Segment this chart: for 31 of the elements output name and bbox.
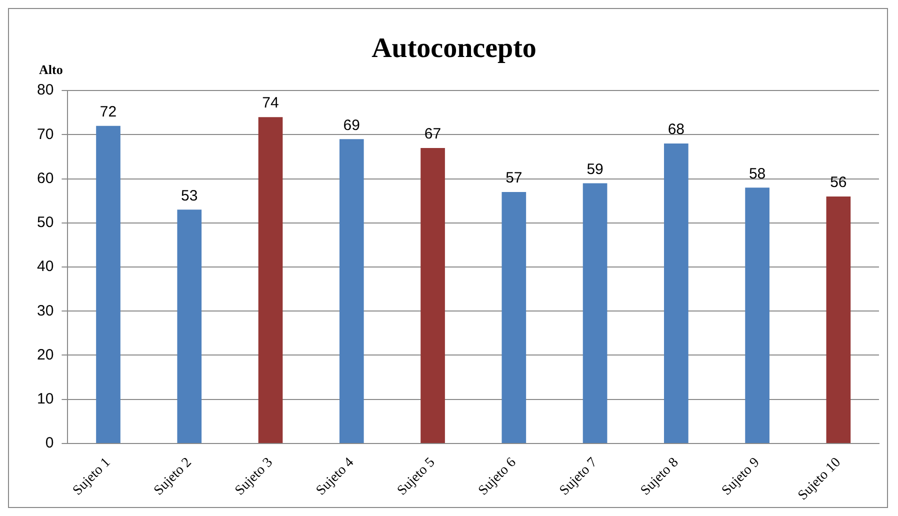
bar bbox=[664, 144, 688, 443]
data-label: 56 bbox=[830, 174, 847, 192]
bar bbox=[177, 210, 202, 443]
y-tick-label: 70 bbox=[36, 126, 54, 143]
data-label: 57 bbox=[506, 170, 522, 187]
data-label: 58 bbox=[748, 165, 766, 182]
y-tick-label: 0 bbox=[45, 434, 54, 452]
y-tick-label: 50 bbox=[36, 214, 54, 232]
y-axis-title: Alto bbox=[39, 62, 63, 77]
data-label: 59 bbox=[586, 160, 604, 178]
data-label: 68 bbox=[668, 121, 685, 138]
data-label: 53 bbox=[181, 187, 198, 204]
data-label: 74 bbox=[262, 94, 279, 112]
chart-title: Autoconcepto bbox=[372, 33, 536, 64]
bar bbox=[96, 126, 120, 443]
data-label: 69 bbox=[343, 116, 360, 134]
y-tick-label: 30 bbox=[36, 302, 54, 320]
bar bbox=[826, 196, 851, 443]
bar bbox=[582, 183, 608, 443]
y-tick-label: 20 bbox=[36, 346, 54, 364]
bar bbox=[258, 117, 283, 443]
bar bbox=[420, 148, 445, 443]
data-label: 67 bbox=[424, 126, 442, 143]
bar bbox=[502, 192, 526, 443]
y-tick-label: 60 bbox=[36, 170, 54, 187]
y-tick-label: 40 bbox=[36, 258, 54, 276]
bar bbox=[339, 139, 364, 443]
y-tick-label: 80 bbox=[36, 82, 54, 99]
data-label: 72 bbox=[100, 104, 117, 121]
bar bbox=[745, 188, 770, 443]
y-tick-label: 10 bbox=[36, 390, 54, 408]
